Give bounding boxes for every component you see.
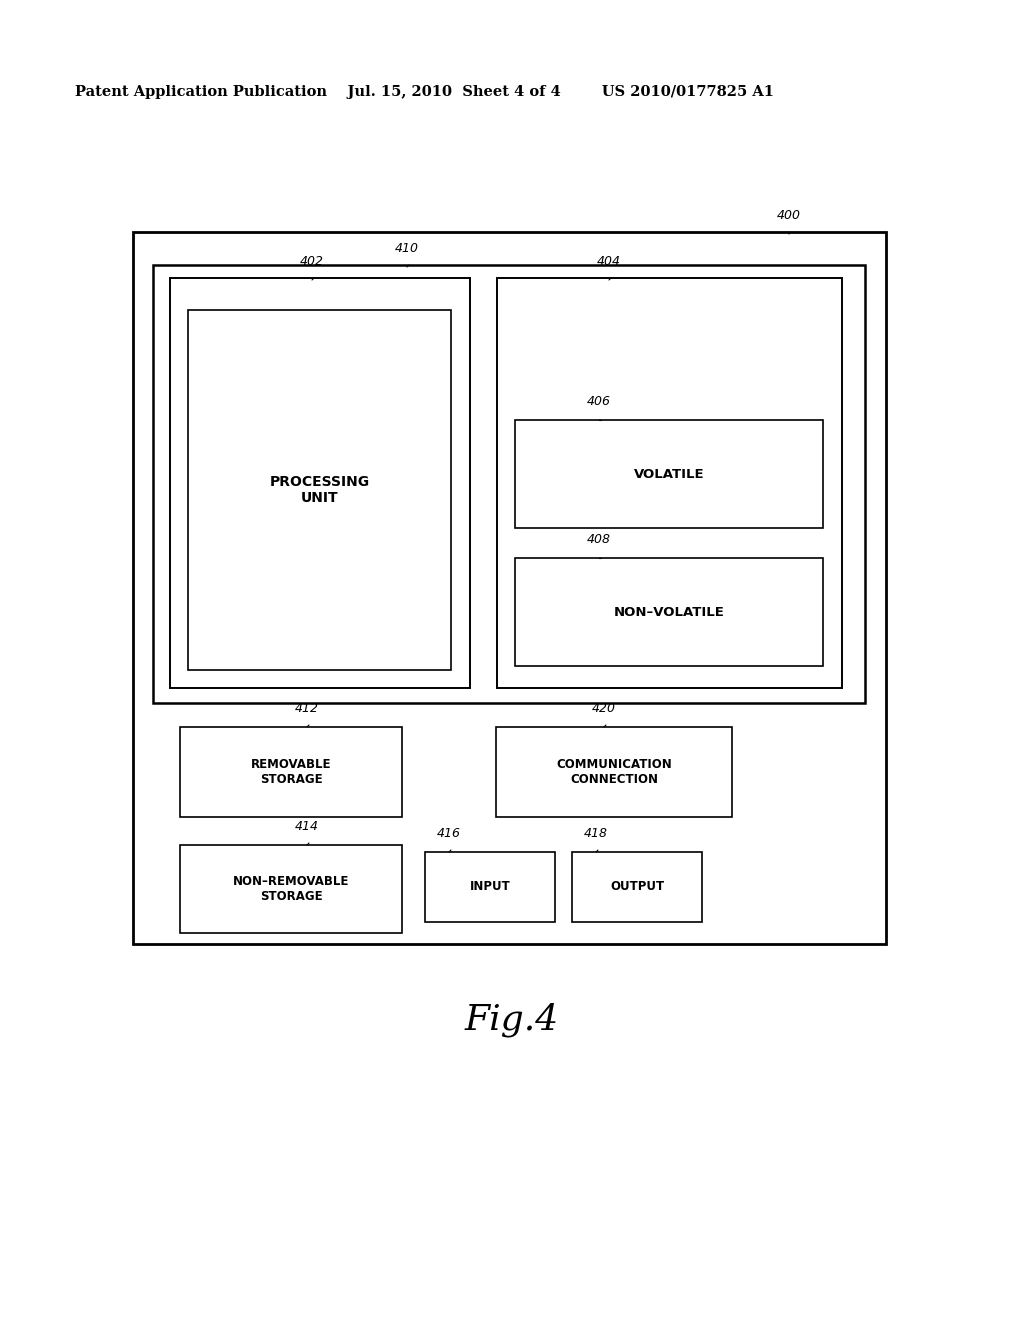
Text: REMOVABLE
STORAGE: REMOVABLE STORAGE [251, 758, 331, 785]
Bar [180, 727, 402, 817]
Text: OUTPUT: OUTPUT [610, 880, 664, 894]
Text: 420: 420 [592, 702, 616, 715]
Text: 416: 416 [437, 828, 461, 840]
Bar [133, 232, 886, 944]
Bar [170, 279, 470, 688]
Text: Fig.4: Fig.4 [465, 1003, 559, 1038]
Text: VOLATILE: VOLATILE [634, 467, 705, 480]
Text: 406: 406 [587, 395, 611, 408]
Text: NON–REMOVABLE
STORAGE: NON–REMOVABLE STORAGE [232, 875, 349, 903]
Text: COMMUNICATION
CONNECTION: COMMUNICATION CONNECTION [556, 758, 672, 785]
Bar [515, 420, 823, 528]
Text: 402: 402 [300, 255, 324, 268]
Bar [497, 279, 842, 688]
Bar [496, 727, 732, 817]
Text: NON–VOLATILE: NON–VOLATILE [613, 606, 724, 619]
Bar [180, 845, 402, 933]
Text: INPUT: INPUT [470, 880, 510, 894]
Text: Patent Application Publication    Jul. 15, 2010  Sheet 4 of 4        US 2010/017: Patent Application Publication Jul. 15, … [75, 84, 774, 99]
Text: 418: 418 [584, 828, 608, 840]
Text: 400: 400 [777, 209, 801, 222]
Text: 404: 404 [597, 255, 621, 268]
Text: 408: 408 [587, 533, 611, 546]
Text: 410: 410 [395, 242, 419, 255]
Bar [188, 310, 451, 671]
Bar [515, 558, 823, 667]
Text: 414: 414 [295, 820, 319, 833]
Text: 412: 412 [295, 702, 319, 715]
Text: PROCESSING
UNIT: PROCESSING UNIT [270, 475, 370, 506]
Bar [572, 851, 702, 921]
Bar [153, 265, 865, 704]
Bar [425, 851, 555, 921]
